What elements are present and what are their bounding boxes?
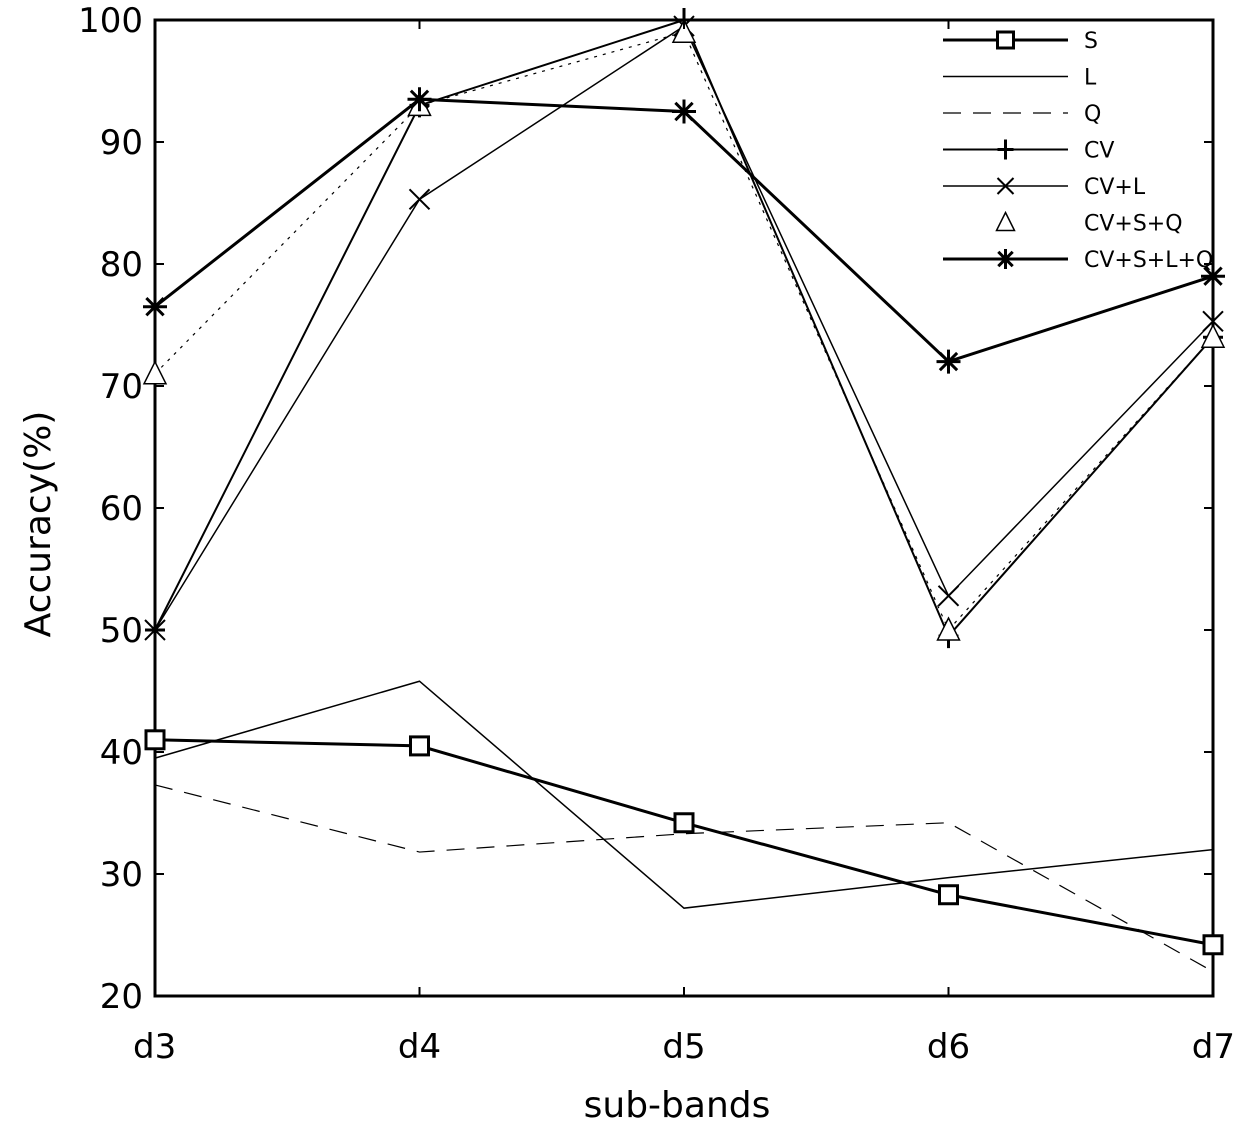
series-line-q (154, 784, 1214, 973)
legend-entry-cv: CV (943, 139, 1114, 164)
data-point-cv-plus-s-plus-l-plus-q (407, 87, 432, 112)
legend-label: CV+S+L+Q (1084, 248, 1213, 273)
plot-frame (153, 18, 1215, 998)
triangle-marker-icon (142, 360, 168, 385)
legend-label: CV+S+Q (1084, 212, 1183, 237)
y-tick-label: 60 (100, 489, 143, 529)
x-axis-title: sub-bands (584, 1085, 771, 1126)
data-point-s (144, 729, 166, 751)
legend-entry-cv-plus-s-plus-l-plus-q: CV+S+L+Q (943, 248, 1213, 273)
plot-area (153, 18, 1215, 998)
y-tick-label: 100 (78, 1, 143, 41)
data-point-cv-plus-s-plus-l-plus-q (672, 99, 696, 124)
data-point-cv-plus-s-plus-q (936, 616, 961, 641)
star-marker-icon (143, 294, 167, 319)
legend-marker (997, 139, 1014, 160)
data-point-cv-plus-l (408, 188, 431, 211)
legend: SLQ CV CV+L CV+S+Q CV+S+L+Q (943, 29, 1213, 273)
legend-entry-q: Q (943, 102, 1101, 127)
data-point-s (1202, 934, 1224, 956)
legend-marker (996, 177, 1015, 195)
x-marker-icon (937, 585, 960, 607)
data-point-cv-plus-s-plus-q (1200, 323, 1226, 348)
legend-entry-cv-plus-s-plus-q: CV+S+Q (995, 210, 1183, 237)
legend-entry-cv-plus-l: CV+L (943, 175, 1146, 200)
data-point-cv-plus-s-plus-l-plus-q (1201, 264, 1225, 289)
legend-label: L (1084, 66, 1097, 91)
square-marker-icon (673, 812, 695, 834)
square-marker-icon (1202, 934, 1224, 956)
square-marker-icon (996, 30, 1015, 50)
axis-ticks: 20 30 40 50 60 70 80 90 100 d3 d4 d5 d6 d7 (78, 1, 1235, 1067)
series-line-cv-plus-s-plus-l-plus-q (154, 97, 1214, 364)
data-point-s (409, 735, 430, 757)
data-point-s (938, 884, 959, 906)
series-markers (142, 8, 1226, 956)
star-marker-icon (1201, 264, 1225, 289)
y-tick-label: 90 (100, 123, 143, 163)
data-point-cv-plus-s-plus-q (671, 18, 697, 43)
x-tick-label: d5 (662, 1027, 705, 1067)
x-marker-icon (408, 188, 431, 211)
x-tick-label: d7 (1192, 1027, 1235, 1067)
y-tick-label: 30 (100, 855, 143, 895)
legend-marker (995, 249, 1016, 269)
star-marker-icon (407, 87, 432, 112)
legend-entry-l: L (943, 66, 1097, 91)
square-marker-icon (144, 729, 166, 751)
star-marker-icon (936, 349, 961, 374)
square-marker-icon (409, 735, 430, 757)
data-point-cv-plus-l (1202, 310, 1224, 333)
y-tick-label: 50 (100, 611, 143, 651)
x-tick-label: d6 (927, 1027, 970, 1067)
legend-marker (995, 210, 1016, 232)
triangle-marker-icon (1200, 323, 1226, 348)
y-tick-label: 20 (100, 977, 143, 1017)
plus-marker-icon (997, 139, 1014, 160)
square-marker-icon (938, 884, 959, 906)
series-line-s (154, 738, 1214, 947)
data-point-cv-plus-s-plus-l-plus-q (936, 349, 961, 374)
legend-entry-s: S (943, 29, 1098, 54)
y-tick-label: 40 (100, 733, 143, 773)
data-point-cv-plus-s-plus-q (142, 360, 168, 385)
series-line-l (154, 680, 1214, 909)
y-tick-label: 80 (100, 245, 143, 285)
data-point-cv-plus-s-plus-l-plus-q (143, 294, 167, 319)
data-point-cv-plus-l (937, 585, 960, 607)
legend-label: CV (1084, 139, 1114, 164)
legend-marker (996, 30, 1015, 50)
star-marker-icon (672, 99, 696, 124)
star-marker-icon (995, 249, 1016, 269)
y-tick-label: 70 (100, 367, 143, 407)
triangle-marker-icon (995, 210, 1016, 232)
triangle-marker-icon (671, 18, 697, 43)
x-tick-label: d4 (398, 1027, 441, 1067)
x-marker-icon (1202, 310, 1224, 333)
data-point-s (673, 812, 695, 834)
x-tick-label: d3 (133, 1027, 176, 1067)
x-marker-icon (996, 177, 1015, 195)
legend-label: S (1084, 29, 1098, 54)
legend-label: CV+L (1084, 175, 1146, 200)
y-axis-title: Accuracy(%) (18, 411, 59, 638)
triangle-marker-icon (936, 616, 961, 641)
legend-label: Q (1084, 102, 1101, 127)
